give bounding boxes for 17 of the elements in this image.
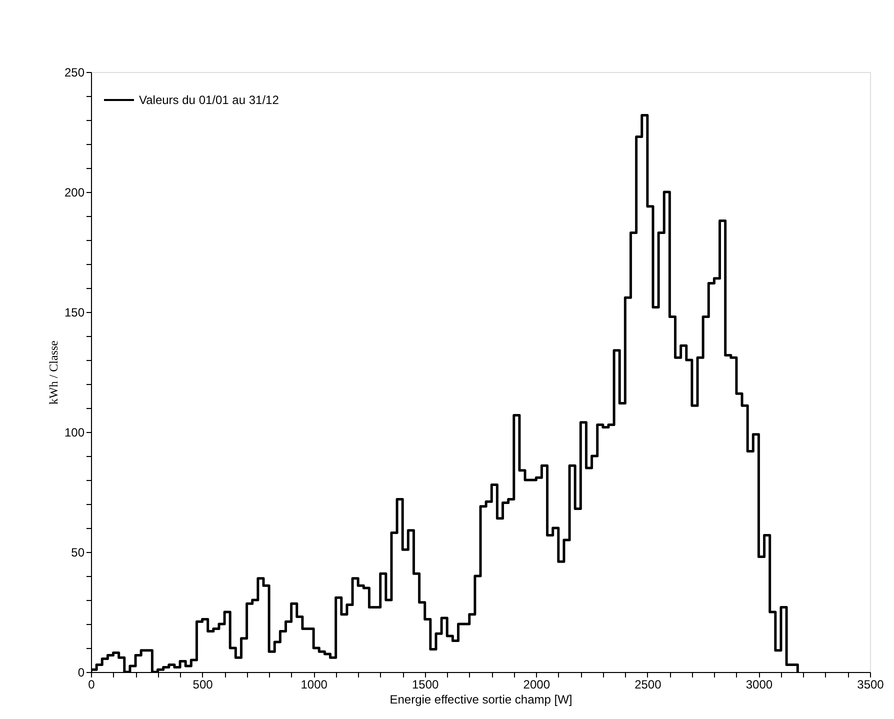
x-tick-label: 0 xyxy=(88,678,96,692)
x-tick-label: 3500 xyxy=(857,678,884,692)
y-tick-label: 250 xyxy=(64,66,85,80)
y-tick-label: 0 xyxy=(78,666,85,680)
x-tick-label: 1500 xyxy=(412,678,440,692)
y-axis-title: kWh / Classe xyxy=(46,340,60,404)
y-tick-label: 100 xyxy=(64,426,85,440)
x-tick-label: 500 xyxy=(192,678,214,692)
legend-label: Valeurs du 01/01 au 31/12 xyxy=(139,93,280,107)
x-tick-label: 2500 xyxy=(634,678,662,692)
x-tick-label: 3000 xyxy=(746,678,773,692)
x-tick-label: 1000 xyxy=(300,678,328,692)
y-tick-label: 150 xyxy=(64,306,85,320)
y-tick-label: 200 xyxy=(64,186,85,200)
y-tick-label: 50 xyxy=(71,546,85,560)
x-tick-label: 2000 xyxy=(523,678,550,692)
x-axis-title: Energie effective sortie champ [W] xyxy=(390,692,572,706)
